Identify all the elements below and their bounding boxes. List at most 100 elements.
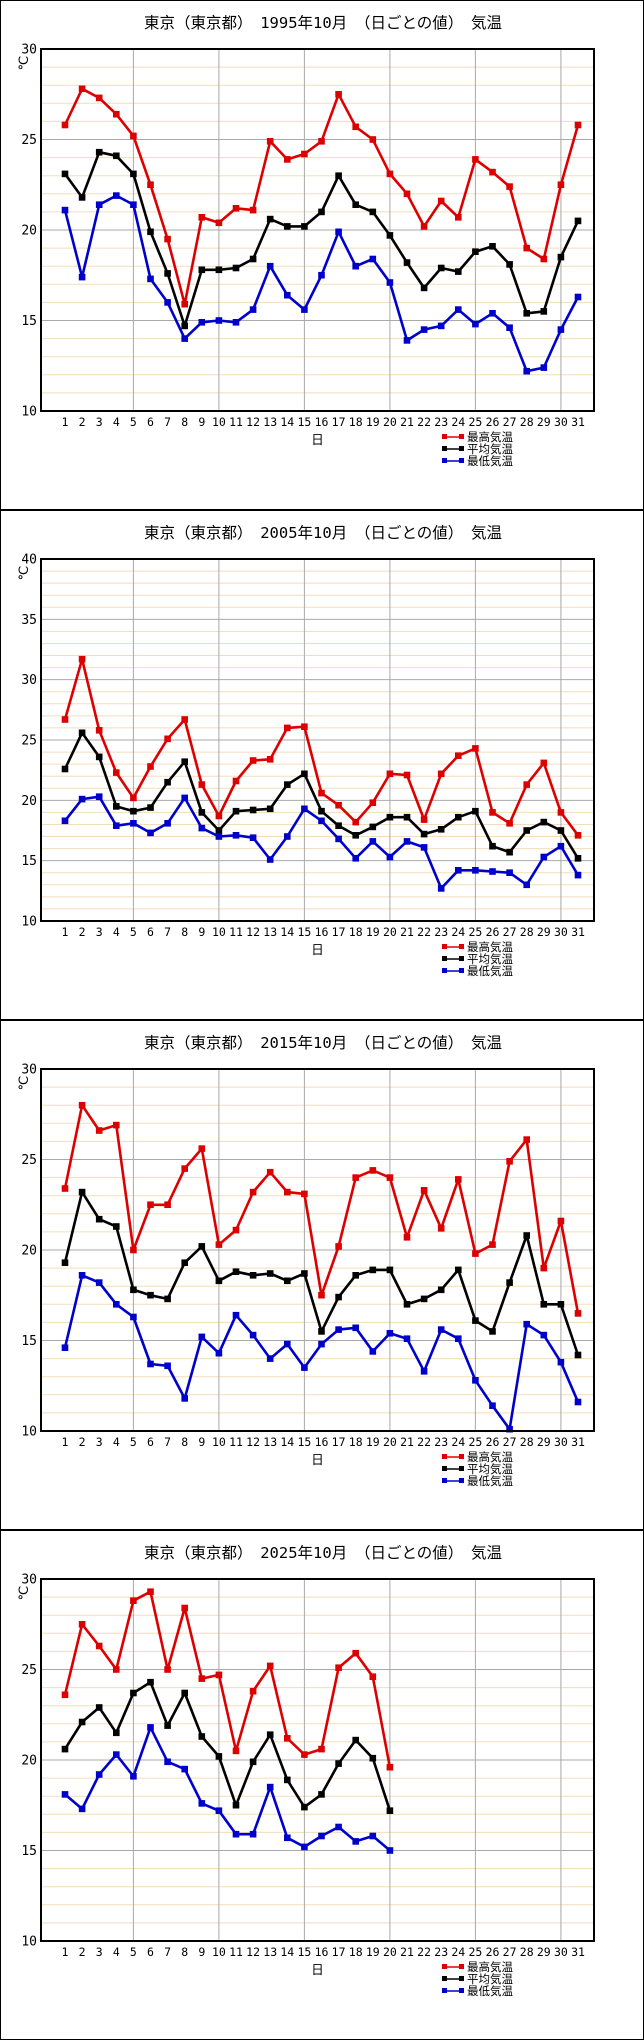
series-max-marker — [420, 1187, 428, 1194]
series-avg-marker — [455, 1266, 462, 1274]
series-max-marker — [369, 1673, 377, 1680]
series-min-marker — [335, 1326, 342, 1333]
series-max-marker — [403, 190, 411, 198]
series-avg-marker — [574, 217, 582, 225]
series-min-marker — [284, 1340, 291, 1348]
x-tick-labels: 1 2 3 4 5 6 7 8 9 10 11 12 13 14 15 16 17 18 19 20 21 22 23 24 2… — [62, 1435, 585, 1449]
x-tick-label: 14 — [280, 925, 294, 939]
x-tick-label: 1 — [62, 1435, 69, 1449]
series-avg-marker — [113, 1729, 120, 1737]
x-tick-label: 28 — [520, 925, 534, 939]
series-max-marker — [386, 1174, 394, 1181]
series-max-marker — [437, 770, 445, 778]
series-avg-marker — [369, 823, 377, 831]
series-max-marker — [540, 1264, 548, 1272]
series-max-marker — [335, 1243, 342, 1250]
x-tick-label: 6 — [147, 415, 154, 429]
series-max-marker — [386, 1763, 394, 1771]
series-min-marker — [420, 326, 428, 333]
series-max-marker — [386, 170, 394, 178]
series-min-marker — [369, 255, 377, 263]
series-avg-marker — [164, 1722, 171, 1729]
series-max-marker — [369, 136, 377, 143]
chart-panel-2015-10: 東京（東京都） 2015年10月 （日ごとの値） 気温 ℃ 10 15 20 25 30 1 2… — [0, 1020, 644, 1530]
series-min-marker — [266, 1355, 274, 1362]
series-avg-marker — [249, 806, 257, 814]
y-axis-unit-label: ℃ — [17, 566, 32, 581]
legend-label: 最高気温 — [467, 940, 513, 954]
x-tick-label: 20 — [383, 925, 397, 939]
series-min-marker — [403, 838, 411, 845]
legend-marker-icon — [459, 956, 464, 961]
x-tick-label: 10 — [212, 415, 226, 429]
legend-label: 最高気温 — [467, 1450, 513, 1464]
x-tick-label: 2 — [79, 1945, 86, 1959]
x-tick-label: 5 — [130, 925, 137, 939]
legend-marker-icon — [459, 446, 464, 451]
series-min-marker — [181, 1395, 188, 1402]
series-max-marker — [130, 1597, 137, 1604]
series-max-marker — [437, 1225, 445, 1232]
series-avg-marker — [318, 1791, 325, 1798]
legend-marker-icon — [442, 434, 447, 439]
series-avg-marker — [335, 1293, 342, 1301]
series-max-marker — [369, 1167, 377, 1174]
series-min-marker — [352, 1324, 359, 1332]
x-tick-label: 29 — [537, 925, 551, 939]
legend-label: 平均気温 — [467, 442, 513, 456]
series-avg-marker — [318, 807, 325, 815]
series-min-marker — [489, 1402, 496, 1409]
series-min-marker — [113, 1751, 120, 1758]
x-tick-label: 1 — [62, 925, 69, 939]
legend-marker-icon — [442, 1454, 447, 1459]
series-max-marker — [61, 716, 69, 723]
series-min-marker — [61, 817, 69, 825]
series-avg-marker — [198, 809, 206, 816]
x-tick-label: 4 — [113, 925, 120, 939]
series-max-marker — [164, 1201, 171, 1208]
series-max-marker — [266, 1662, 274, 1670]
series-max-marker — [61, 1185, 69, 1192]
series-min-marker — [506, 869, 513, 876]
chart-panel-1995-10: 東京（東京都） 1995年10月 （日ごとの値） 気温 ℃ 10 15 20 25 30 1 2… — [0, 0, 644, 510]
x-tick-label: 22 — [417, 415, 431, 429]
x-tick-label: 16 — [315, 1435, 329, 1449]
series-min-marker — [215, 833, 223, 840]
series-max-marker — [181, 716, 188, 723]
x-tick-label: 28 — [520, 415, 534, 429]
legend-marker-icon — [459, 944, 464, 949]
series-max-marker — [284, 1735, 291, 1742]
x-tick-label: 15 — [297, 415, 311, 429]
x-tick-label: 20 — [383, 415, 397, 429]
x-tick-label: 29 — [537, 415, 551, 429]
x-tick-label: 1 — [62, 415, 69, 429]
y-tick-label: 10 — [21, 1425, 37, 1440]
x-tick-labels: 1 2 3 4 5 6 7 8 9 10 11 12 13 14 15 16 17 18 19 20 21 22 23 24 2… — [62, 1945, 585, 1959]
series-avg-marker — [284, 223, 291, 230]
series-min-marker — [284, 1834, 291, 1842]
x-tick-label: 17 — [332, 1435, 346, 1449]
series-max-marker — [232, 1226, 240, 1234]
series-max-marker — [266, 1168, 274, 1176]
legend-label: 最低気温 — [467, 964, 513, 978]
series-max-marker — [113, 1121, 120, 1129]
x-tick-label: 19 — [366, 925, 380, 939]
gridlines — [41, 559, 594, 921]
series-avg-marker — [386, 1807, 394, 1814]
series-avg-marker — [249, 1758, 257, 1766]
series-min-marker — [489, 310, 496, 317]
series-max-marker — [198, 214, 206, 221]
legend-marker-icon — [459, 1454, 464, 1459]
series-min-marker — [369, 838, 377, 845]
series-max-marker — [130, 132, 137, 140]
series-max-marker — [181, 300, 188, 308]
series-group — [61, 1101, 582, 1433]
series-avg-marker — [506, 1279, 513, 1286]
series-max-marker — [249, 1188, 257, 1196]
series-avg-marker — [540, 308, 548, 315]
series-max-marker — [284, 724, 291, 732]
series-min-marker — [266, 856, 274, 863]
series-avg-marker — [181, 322, 188, 330]
series-max-marker — [164, 235, 171, 243]
series-min-marker — [318, 271, 325, 279]
